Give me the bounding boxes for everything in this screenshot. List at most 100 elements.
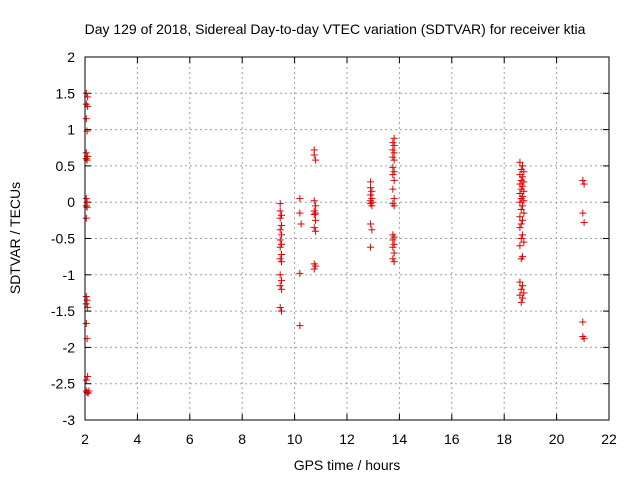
data-point xyxy=(276,236,284,244)
data-point xyxy=(579,318,587,326)
data-point xyxy=(82,376,90,384)
data-point xyxy=(368,202,376,210)
data-point xyxy=(520,238,528,246)
data-point xyxy=(389,163,397,171)
data-point xyxy=(276,255,284,263)
data-point xyxy=(579,176,587,184)
data-point xyxy=(390,240,398,248)
y-tick-label: 0.5 xyxy=(56,158,76,174)
data-point xyxy=(276,243,284,251)
data-point xyxy=(389,185,397,193)
data-point xyxy=(520,289,528,297)
y-tick-label: -2 xyxy=(63,339,76,355)
y-tick-label: -1 xyxy=(63,267,76,283)
data-point xyxy=(368,187,376,195)
x-tick-label: 20 xyxy=(549,431,565,447)
ticks: 2 4 6 8 10 12 14 16 18 20 2221.510.50-0.5-1-1.5-2-… xyxy=(51,49,617,447)
data-point xyxy=(368,226,376,234)
data-point xyxy=(516,242,524,250)
data-point xyxy=(580,219,588,227)
data-point xyxy=(82,89,90,97)
data-point xyxy=(517,235,525,242)
data-point xyxy=(519,216,527,224)
data-point xyxy=(519,162,527,170)
data-point xyxy=(82,115,90,123)
data-point xyxy=(389,236,397,244)
data-point xyxy=(82,214,90,222)
data-point xyxy=(82,195,90,203)
data-point xyxy=(390,149,398,157)
x-tick-label: 6 xyxy=(186,431,194,447)
data-point xyxy=(389,171,397,179)
data-point xyxy=(519,173,527,181)
data-point xyxy=(390,168,398,176)
data-point xyxy=(276,282,284,290)
data-point xyxy=(276,207,284,215)
x-tick-label: 2 xyxy=(81,431,89,447)
data-point xyxy=(312,216,320,224)
y-tick-label: 1 xyxy=(67,122,75,138)
data-point xyxy=(390,202,398,210)
y-tick-label: -2.5 xyxy=(51,376,75,392)
y-tick-label: -3 xyxy=(63,412,76,428)
data-point xyxy=(82,202,90,210)
data-point xyxy=(519,202,527,210)
data-point xyxy=(390,142,398,150)
grid xyxy=(85,57,609,420)
data-point xyxy=(296,269,304,277)
data-point xyxy=(312,156,320,164)
data-point xyxy=(517,220,525,228)
data-point xyxy=(520,168,528,176)
data-point xyxy=(580,335,588,343)
data-point xyxy=(367,184,375,192)
data-point xyxy=(367,220,375,228)
data-point xyxy=(517,205,525,213)
data-point xyxy=(390,195,398,203)
data-point xyxy=(82,293,90,301)
data-point xyxy=(520,209,528,217)
data-point xyxy=(390,156,398,164)
data-point xyxy=(389,139,397,147)
data-points xyxy=(82,89,588,397)
y-axis-label: SDTVAR / TECUs xyxy=(7,182,23,294)
x-tick-label: 10 xyxy=(287,431,303,447)
data-point xyxy=(310,197,318,205)
data-point xyxy=(278,221,285,229)
data-point xyxy=(296,195,304,203)
data-point xyxy=(278,231,285,239)
data-point xyxy=(312,262,320,270)
data-point xyxy=(520,197,528,205)
x-tick-label: 12 xyxy=(339,431,355,447)
data-point xyxy=(579,209,587,217)
data-point xyxy=(519,231,527,239)
data-point xyxy=(519,294,527,302)
data-point xyxy=(516,198,524,206)
data-point xyxy=(296,209,304,217)
data-point xyxy=(276,303,284,311)
data-point xyxy=(82,155,90,163)
data-point xyxy=(390,233,398,241)
x-tick-label: 22 xyxy=(601,431,617,447)
data-point xyxy=(82,319,90,327)
x-tick-label: 14 xyxy=(392,431,408,447)
data-point xyxy=(519,282,527,290)
data-point xyxy=(297,220,305,228)
x-axis-label: GPS time / hours xyxy=(294,457,401,473)
chart-title: Day 129 of 2018, Sidereal Day-to-day VTE… xyxy=(85,21,586,37)
data-point xyxy=(516,278,524,286)
data-point xyxy=(278,211,285,219)
y-tick-label: 0 xyxy=(67,194,75,210)
data-point xyxy=(278,307,285,315)
y-tick-label: 1.5 xyxy=(56,85,76,101)
data-point xyxy=(389,153,397,161)
data-point xyxy=(310,265,318,273)
data-point xyxy=(520,187,528,195)
data-point xyxy=(390,258,398,266)
data-point xyxy=(580,180,588,188)
y-tick-label: -1.5 xyxy=(51,303,75,319)
plot-frame xyxy=(84,56,610,421)
data-point xyxy=(310,211,318,219)
data-point xyxy=(310,151,318,159)
data-point xyxy=(516,158,524,166)
